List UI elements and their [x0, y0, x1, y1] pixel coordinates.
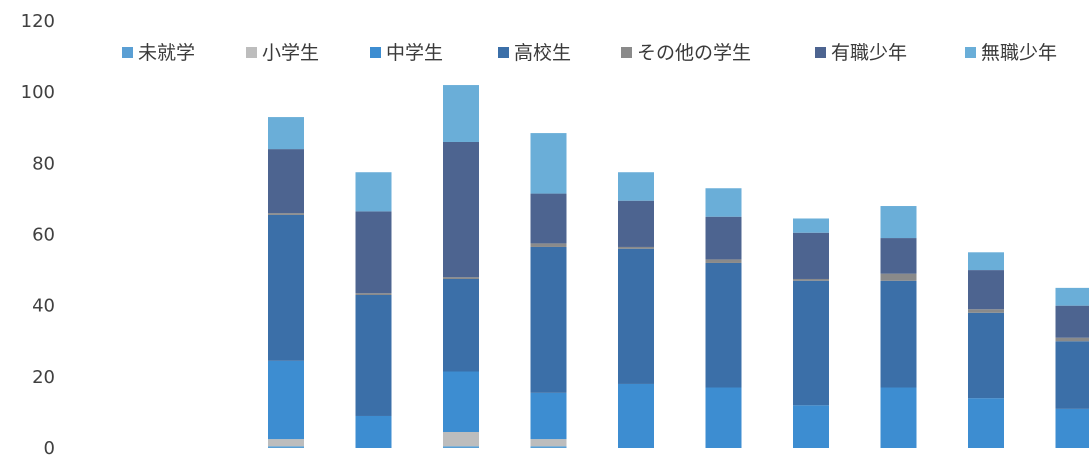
bar-stacks: [268, 85, 1089, 448]
legend-item: その他の学生: [621, 42, 751, 64]
bar-stack: [268, 117, 304, 448]
bar-segment: [530, 446, 567, 448]
legend-item: 中学生: [370, 42, 443, 64]
legend-item: 無職少年: [965, 42, 1057, 64]
y-tick-label: 0: [44, 438, 55, 456]
bar-segment: [530, 392, 567, 440]
legend-swatch: [122, 47, 133, 58]
y-tick-label: 120: [21, 11, 55, 32]
legend-swatch: [498, 47, 509, 58]
legend-label: 高校生: [514, 42, 571, 64]
bar-segment: [880, 387, 917, 448]
legend-label: 中学生: [386, 42, 443, 64]
y-tick-label: 40: [32, 296, 55, 317]
bar-segment: [880, 206, 917, 239]
bar-segment: [880, 273, 917, 281]
bar-segment: [618, 246, 654, 249]
bar-segment: [705, 188, 742, 217]
bar-segment: [530, 133, 567, 194]
bar-segment: [355, 415, 392, 448]
legend-swatch: [621, 47, 632, 58]
bar-segment: [268, 360, 304, 440]
legend-label: 未就学: [138, 42, 195, 64]
bar-segment: [968, 252, 1004, 271]
bar-segment: [268, 149, 304, 214]
bar-segment: [880, 280, 917, 388]
bar-stack: [968, 252, 1004, 448]
bar-segment: [968, 270, 1004, 310]
legend-item: 未就学: [122, 42, 195, 64]
y-axis: 0 20 40 60 80 100 120: [21, 11, 55, 456]
legend: 未就学 小学生 中学生 高校生 その他の学生 有職少年 無職少年: [122, 42, 1057, 64]
bar-segment: [793, 218, 829, 233]
bar-segment: [705, 262, 742, 388]
bar-segment: [968, 312, 1004, 399]
bar-segment: [793, 280, 829, 406]
bar-segment: [355, 211, 392, 294]
bar-segment: [443, 278, 479, 372]
bar-segment: [530, 193, 567, 244]
bar-stack: [880, 206, 917, 448]
y-tick-label: 80: [32, 153, 55, 174]
legend-swatch: [815, 47, 826, 58]
bar-stack: [793, 218, 829, 448]
bar-segment: [618, 248, 654, 384]
bar-segment: [355, 294, 392, 416]
bar-segment: [443, 431, 479, 447]
legend-item: 小学生: [246, 42, 319, 64]
bar-stack: [705, 188, 742, 448]
bar-segment: [268, 213, 304, 215]
bar-segment: [793, 232, 829, 279]
legend-swatch: [965, 47, 976, 58]
bar-segment: [268, 446, 304, 448]
bar-segment: [880, 238, 917, 274]
y-tick-label: 20: [32, 367, 55, 388]
bar-stack: [355, 172, 392, 448]
bar-segment: [618, 383, 654, 448]
bar-segment: [705, 216, 742, 260]
bar-segment: [618, 172, 654, 201]
bar-segment: [1055, 305, 1089, 338]
bar-segment: [705, 387, 742, 448]
bar-stack: [443, 85, 479, 448]
legend-item: 有職少年: [815, 42, 907, 64]
bar-segment: [1055, 287, 1089, 306]
bar-segment: [793, 405, 829, 448]
bar-segment: [705, 259, 742, 263]
bar-segment: [268, 439, 304, 447]
legend-label: その他の学生: [637, 42, 751, 64]
legend-swatch: [370, 47, 381, 58]
y-tick-label: 60: [32, 225, 55, 246]
bar-stack: [618, 172, 654, 448]
bar-segment: [793, 278, 829, 281]
bar-segment: [530, 439, 567, 447]
legend-swatch: [246, 47, 257, 58]
bar-stack: [1055, 287, 1089, 448]
bar-segment: [968, 309, 1004, 313]
bar-segment: [443, 446, 479, 448]
bar-segment: [355, 172, 392, 212]
y-tick-label: 100: [21, 82, 55, 103]
legend-label: 無職少年: [981, 42, 1057, 64]
bar-segment: [443, 371, 479, 432]
bar-segment: [530, 246, 567, 393]
legend-label: 小学生: [262, 42, 319, 64]
bar-segment: [968, 398, 1004, 448]
bar-segment: [1055, 337, 1089, 342]
bar-segment: [443, 277, 479, 279]
bar-segment: [1055, 341, 1089, 409]
bar-segment: [443, 85, 479, 142]
bar-stack: [530, 133, 567, 448]
bar-segment: [268, 214, 304, 361]
legend-label: 有職少年: [831, 42, 907, 64]
bar-segment: [530, 243, 567, 247]
bar-segment: [443, 141, 479, 278]
bar-segment: [618, 200, 654, 247]
bar-segment: [1055, 408, 1089, 448]
bar-segment: [268, 117, 304, 150]
legend-item: 高校生: [498, 42, 571, 64]
bar-segment: [355, 293, 392, 295]
